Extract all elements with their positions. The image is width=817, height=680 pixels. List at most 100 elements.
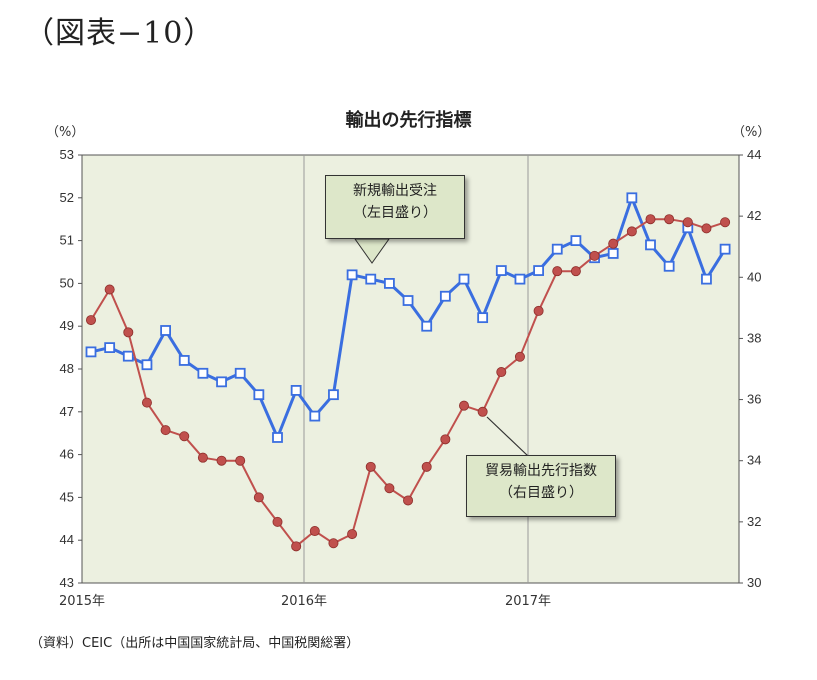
trade-point: [365, 461, 376, 472]
pmi-point: [197, 367, 209, 379]
trade-callout-line1: 貿易輸出先行指数: [485, 463, 597, 479]
pmi-point: [328, 389, 339, 401]
trade-point: [440, 434, 451, 445]
trade-point: [664, 214, 675, 225]
pmi-callout-pointer: [354, 238, 390, 264]
trade-point: [645, 214, 656, 225]
left-tick-label: 53: [60, 147, 74, 162]
trade-point: [682, 217, 693, 228]
pmi-point: [402, 295, 414, 306]
pmi-point: [290, 384, 302, 396]
trade-point: [701, 223, 712, 234]
pmi-point: [421, 320, 433, 332]
trade-point: [552, 266, 563, 277]
trade-point: [123, 327, 134, 338]
x-tick-label: 2017年: [505, 594, 551, 609]
pmi-point: [458, 273, 470, 285]
x-tick-label: 2016年: [281, 594, 327, 609]
pmi-point: [551, 243, 563, 255]
trade-point: [608, 238, 619, 249]
x-tick-label: 2015年: [59, 594, 105, 609]
trade-callout: 貿易輸出先行指数 （右目盛り）: [466, 455, 616, 517]
left-tick-label: 47: [60, 404, 74, 419]
pmi-point: [477, 312, 489, 324]
pmi-point: [365, 273, 377, 285]
trade-point: [235, 455, 246, 466]
trade-point: [104, 284, 115, 295]
trade-point: [328, 538, 339, 549]
left-tick-label: 51: [60, 233, 74, 248]
trade-point: [477, 406, 488, 417]
trade-point: [626, 226, 637, 237]
pmi-point: [122, 350, 134, 362]
figure-label: （図表−10）: [24, 16, 215, 51]
left-tick-label: 48: [60, 361, 74, 376]
pmi-point: [533, 265, 544, 276]
source-note: （資料）CEIC（出所は中国国家統計局、中国税関総署）: [30, 636, 360, 651]
left-tick-label: 45: [60, 489, 74, 504]
pmi-point: [626, 192, 638, 204]
trade-point: [421, 461, 432, 472]
right-tick-label: 38: [747, 330, 761, 345]
pmi-point: [141, 359, 153, 371]
pmi-callout-line1: 新規輸出受注: [353, 183, 437, 199]
trade-point: [514, 351, 525, 362]
right-tick-label: 30: [747, 575, 761, 590]
trade-point: [160, 425, 171, 436]
trade-point: [458, 400, 469, 411]
pmi-point: [719, 243, 731, 255]
pmi-callout-line2: （左目盛り）: [353, 205, 437, 221]
left-tick-label: 49: [60, 318, 74, 333]
pmi-point: [309, 410, 321, 422]
pmi-point: [495, 265, 507, 276]
trade-point: [589, 250, 600, 261]
pmi-point: [701, 273, 712, 285]
left-axis-unit: （%）: [46, 125, 85, 140]
right-axis-unit: （%）: [732, 125, 771, 140]
pmi-point: [607, 248, 619, 259]
pmi-point: [216, 376, 227, 388]
right-tick-label: 34: [747, 453, 761, 468]
pmi-point: [160, 325, 172, 336]
trade-point: [179, 431, 190, 442]
trade-point: [533, 305, 544, 316]
trade-point: [272, 516, 283, 527]
right-tick-label: 32: [747, 514, 761, 529]
pmi-point: [272, 432, 283, 443]
pmi-point: [253, 389, 265, 401]
trade-point: [197, 452, 208, 463]
left-tick-label: 52: [60, 190, 74, 205]
trade-point: [216, 455, 227, 466]
pmi-point: [383, 277, 395, 289]
pmi-point: [439, 290, 451, 302]
pmi-point: [178, 355, 190, 366]
left-tick-label: 44: [60, 532, 74, 547]
pmi-point: [346, 269, 358, 281]
trade-point: [570, 266, 581, 277]
trade-point: [291, 541, 302, 552]
chart-title: 輸出の先行指標: [345, 110, 472, 131]
trade-point: [86, 315, 97, 326]
left-tick-label: 43: [60, 575, 74, 590]
pmi-point: [645, 239, 656, 251]
trade-point: [253, 492, 264, 503]
trade-point: [347, 529, 358, 540]
right-tick-label: 44: [747, 147, 761, 162]
pmi-point: [514, 273, 526, 285]
pmi-point: [85, 346, 97, 358]
pmi-point: [663, 260, 675, 272]
trade-point: [496, 367, 507, 378]
pmi-point: [570, 235, 582, 247]
left-tick-label: 50: [60, 275, 74, 290]
trade-callout-line2: （右目盛り）: [499, 485, 583, 501]
right-tick-label: 40: [747, 269, 761, 284]
trade-point: [141, 397, 152, 408]
trade-point: [384, 483, 395, 494]
right-tick-label: 42: [747, 208, 761, 223]
trade-callout-pointer: [486, 416, 529, 457]
trade-point: [720, 217, 731, 228]
pmi-point: [104, 342, 116, 354]
trade-point: [309, 526, 320, 537]
left-tick-label: 46: [60, 447, 74, 462]
